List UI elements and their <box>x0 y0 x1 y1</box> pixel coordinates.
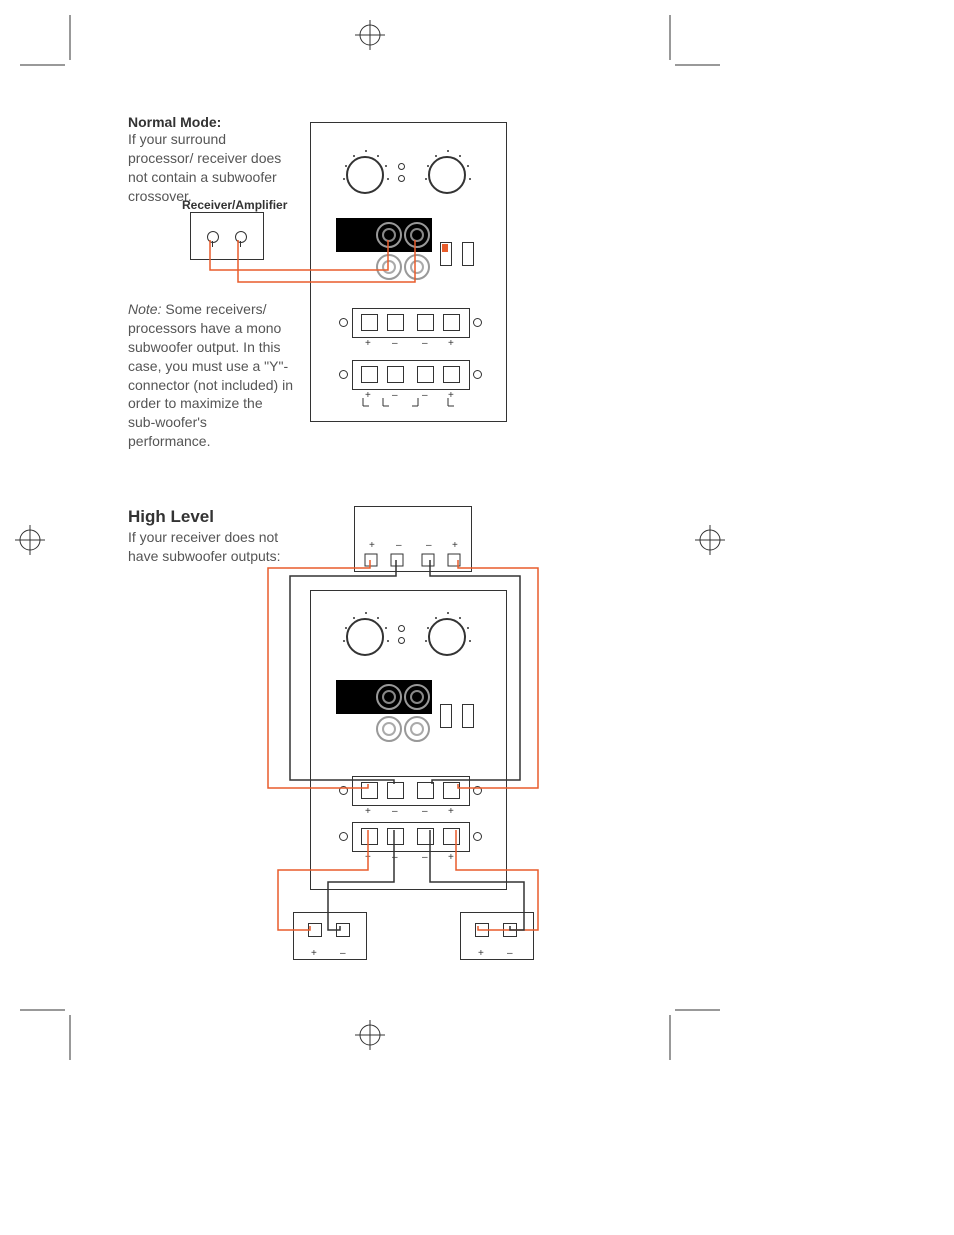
hi-level-in-row-1 <box>352 308 470 338</box>
power-switch <box>462 242 474 266</box>
polarity-minus: – <box>426 540 432 551</box>
polarity-plus: + <box>452 540 458 551</box>
receiver-label: Receiver/Amplifier <box>182 197 287 213</box>
polarity-minus: – <box>422 338 428 349</box>
high-level-heading: High Level <box>128 506 214 529</box>
polarity-minus: – <box>392 806 398 817</box>
polarity-plus: + <box>478 948 484 959</box>
note-text: Note: Some receivers/ processors have a … <box>128 300 293 451</box>
polarity-plus: + <box>365 338 371 349</box>
polarity-plus: + <box>448 338 454 349</box>
polarity-minus: – <box>392 338 398 349</box>
note-label: Note: <box>128 301 161 317</box>
polarity-plus: + <box>369 540 375 551</box>
polarity-minus: – <box>340 948 346 959</box>
phase-switch <box>440 242 452 266</box>
polarity-plus: + <box>311 948 317 959</box>
note-body: Some receivers/ processors have a mono s… <box>128 301 293 449</box>
normal-mode-body: If your surround processor/ receiver doe… <box>128 130 293 206</box>
polarity-plus: + <box>448 806 454 817</box>
polarity-minus: – <box>422 806 428 817</box>
hi-level-out-row-1 <box>352 360 470 390</box>
polarity-minus: – <box>396 540 402 551</box>
polarity-plus: + <box>365 806 371 817</box>
polarity-minus: – <box>507 948 513 959</box>
